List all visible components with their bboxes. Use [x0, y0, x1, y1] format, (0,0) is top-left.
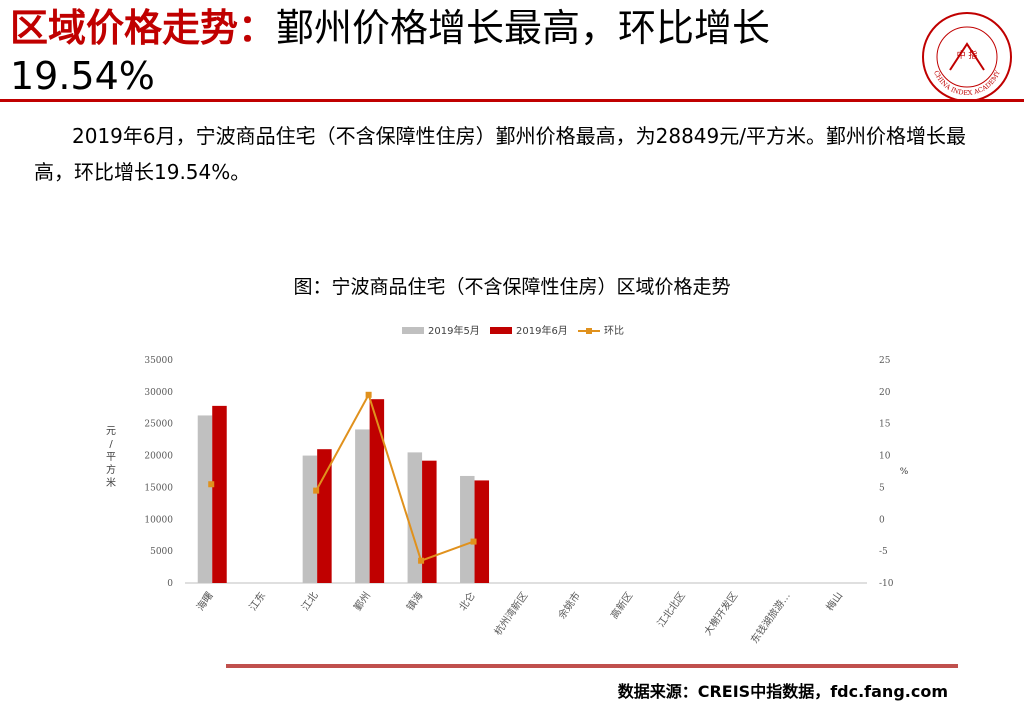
- x-tick-label: 江北北区: [655, 590, 688, 630]
- bar-may: [460, 475, 475, 583]
- bar-may: [197, 415, 213, 583]
- legend-label: 环比: [604, 325, 624, 337]
- bar-june: [212, 405, 227, 583]
- line-point-mom: [470, 538, 477, 545]
- line-point-mom: [365, 391, 372, 398]
- page-title: 区域价格走势：鄞州价格增长最高，环比增长19.54%: [10, 4, 910, 100]
- line-point-mom: [208, 481, 215, 488]
- page-title-rest: 鄞州价格增长最高，环比增长19.54%: [10, 6, 771, 98]
- y2-tick-label: 20: [879, 388, 891, 398]
- series-line-mom: [315, 392, 474, 562]
- bar-may: [355, 429, 370, 583]
- legend-swatch-marker: [586, 328, 592, 334]
- y-axis-label-char: 米: [106, 476, 116, 489]
- y2-tick-label: 10: [879, 452, 891, 462]
- y2-tick-label: -5: [879, 547, 888, 557]
- y-tick-label: 20000: [144, 452, 173, 462]
- title-divider: [0, 99, 1024, 102]
- x-tick-label: 鄞州: [351, 589, 373, 613]
- x-tick-label: 江北: [299, 590, 320, 613]
- y-axis-label-char: 元: [106, 426, 116, 437]
- x-tick-label: 江东: [246, 589, 268, 613]
- x-tick-label: 海曙: [194, 589, 216, 613]
- legend-swatch: [490, 327, 512, 334]
- y-tick-label: 5000: [150, 547, 173, 557]
- page-title-highlight: 区域价格走势：: [10, 6, 277, 50]
- legend-swatch: [402, 327, 424, 334]
- bar-june: [422, 460, 437, 583]
- y2-tick-label: 5: [879, 483, 885, 493]
- y2-axis-label: %: [900, 467, 909, 477]
- description-text: 2019年6月，宁波商品住宅（不含保障性住房）鄞州价格最高，为28849元/平方…: [34, 124, 966, 184]
- x-tick-label: 梅山: [823, 589, 845, 613]
- x-tick-label: 高新区: [608, 589, 636, 621]
- source-divider: [226, 664, 958, 668]
- price-trend-chart: 0 5000 10000 15000 20000 25000 30000 35000 -10 -5…: [106, 324, 909, 646]
- bar-may: [302, 455, 318, 583]
- legend-label: 2019年6月: [516, 324, 568, 337]
- x-tick-label: 杭州湾新区: [491, 589, 530, 637]
- chart-title: 图：宁波商品住宅（不含保障性住房）区域价格走势: [293, 276, 731, 298]
- y-tick-label: 15000: [144, 483, 173, 493]
- x-tick-label: 东钱湖旅游…: [748, 589, 793, 646]
- line-point-mom: [313, 487, 320, 494]
- y-axis-label-char: /: [109, 439, 113, 450]
- x-tick-label: 余姚市: [555, 589, 583, 621]
- x-tick-label: 北仑: [456, 589, 478, 613]
- y-tick-label: 10000: [144, 515, 173, 525]
- x-tick-label: 镇海: [403, 589, 425, 613]
- y2-tick-label: 0: [879, 515, 885, 525]
- y-tick-label: 30000: [144, 388, 173, 398]
- y2-tick-label: 25: [879, 356, 891, 366]
- y-tick-label: 0: [167, 579, 173, 589]
- legend-label: 2019年5月: [428, 324, 480, 337]
- bar-june: [317, 449, 332, 583]
- y2-tick-label: -10: [879, 579, 894, 589]
- china-index-academy-logo: CHINA INDEX ACADEMY 中 指: [922, 12, 1012, 102]
- x-tick-label: 大榭开发区: [701, 589, 740, 637]
- y-axis-label-char: 方: [106, 463, 116, 476]
- bar-june: [369, 399, 385, 583]
- bar-june: [474, 480, 490, 583]
- y2-tick-label: 15: [879, 420, 891, 430]
- line-point-mom: [418, 557, 425, 564]
- logo-center-text: 中 指: [957, 49, 978, 61]
- y-tick-label: 25000: [144, 420, 173, 430]
- y-axis-label-char: 平: [106, 452, 116, 463]
- data-source: 数据来源：CREIS中指数据，fdc.fang.com: [617, 682, 948, 701]
- y-tick-label: 35000: [144, 356, 173, 366]
